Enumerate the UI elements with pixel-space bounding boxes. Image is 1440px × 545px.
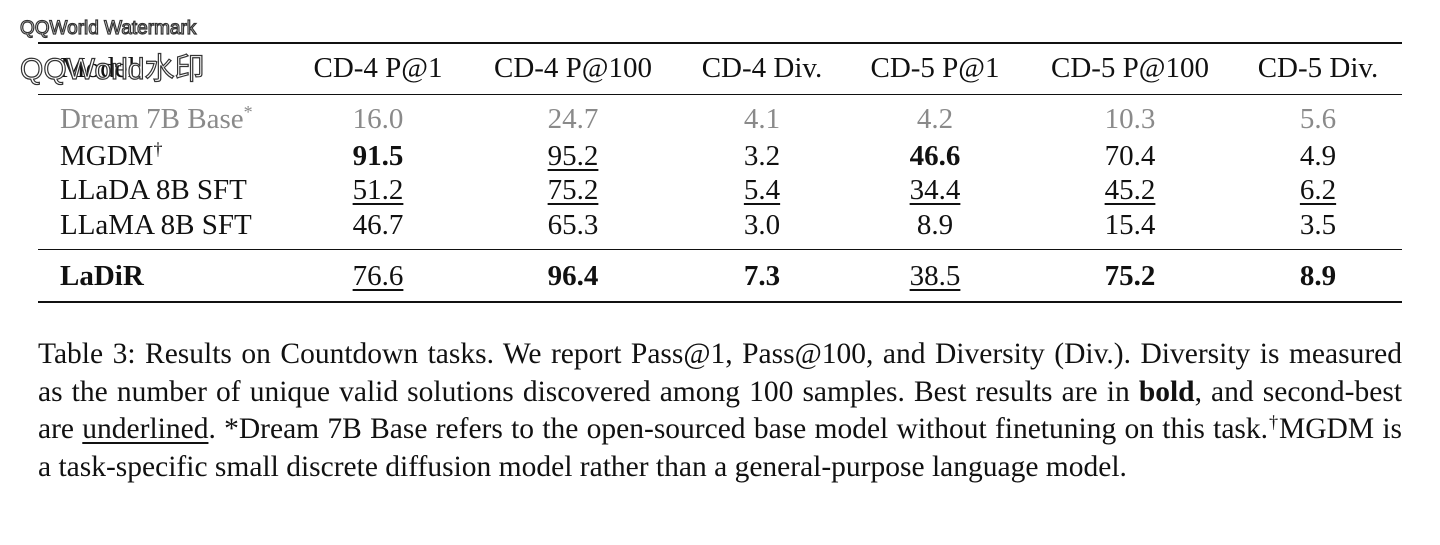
watermark: QQWorld水印 [19,52,205,86]
model-cell: LLaDA 8B SFT [60,172,247,208]
model-name: LaDiR [60,260,144,292]
watermark: QQWorld Watermark [19,17,197,39]
header-cell: Model [60,52,136,84]
value-cell: 96.4 [547,260,599,292]
mid-rule [38,249,1402,251]
top-rule [38,42,1402,44]
model-name: LLaDA 8B SFT [60,174,247,206]
footnote-mark: * [243,102,253,123]
value-cell: 6.2 [1299,174,1337,206]
footnote-mark: † [153,139,163,160]
value-cell: 5.4 [743,174,781,206]
value-cell: 45.2 [1104,174,1156,206]
value-cell: 95.2 [547,140,599,172]
value-cell: 5.6 [1299,103,1337,135]
value-cell: 4.9 [1299,140,1337,172]
model-name: MGDM [60,140,154,172]
mid-rule [38,94,1402,96]
value-cell: 24.7 [547,103,599,135]
value-cell: 15.4 [1104,209,1156,241]
value-cell: 75.2 [547,174,599,206]
header-cell: CD-4 Div. [701,52,823,84]
value-cell: 46.7 [352,209,404,241]
value-cell: 38.5 [909,260,961,292]
caption: Table 3: Results on Countdown tasks. We … [38,336,1402,486]
value-cell: 3.2 [743,140,781,172]
value-cell: 76.6 [352,260,404,292]
value-cell: 70.4 [1104,140,1156,172]
value-cell: 91.5 [352,140,404,172]
model-name: LLaMA 8B SFT [60,209,252,241]
value-cell: 16.0 [352,103,404,135]
header-cell: CD-5 Div. [1257,52,1379,84]
header-cell: CD-4 P@1 [313,52,443,84]
header-cell: CD-5 P@1 [870,52,1000,84]
model-cell: MGDM† [60,138,162,174]
bottom-rule [38,301,1402,303]
header-cell: CD-5 P@100 [1050,52,1210,84]
model-name: Dream 7B Base [60,103,244,135]
value-cell: 10.3 [1104,103,1156,135]
value-cell: 75.2 [1104,260,1156,292]
value-cell: 4.2 [916,103,954,135]
caption-text: underlined [82,413,209,446]
caption-text: bold [1138,375,1195,408]
value-cell: 4.1 [743,103,781,135]
value-cell: 8.9 [1299,260,1337,292]
caption-text: , and second-best are [38,375,1403,446]
model-cell: LLaMA 8B SFT [60,207,252,243]
value-cell: 34.4 [909,174,961,206]
value-cell: 51.2 [352,174,404,206]
caption-text: Table 3: Results on Countdown tasks. We … [38,338,1402,408]
value-cell: 7.3 [743,260,781,292]
caption-text: . *Dream 7B Base refers to the open-sour… [208,413,1269,446]
value-cell: 3.0 [743,209,781,241]
model-cell: LaDiR [60,258,144,294]
caption-text: † [1268,412,1279,433]
header-cell: CD-4 P@100 [493,52,653,84]
caption-text: MGDM is a task-specific small discrete d… [38,413,1403,483]
value-cell: 8.9 [916,209,954,241]
model-cell: Dream 7B Base* [60,101,253,137]
value-cell: 65.3 [547,209,599,241]
value-cell: 3.5 [1299,209,1337,241]
value-cell: 46.6 [909,140,961,172]
